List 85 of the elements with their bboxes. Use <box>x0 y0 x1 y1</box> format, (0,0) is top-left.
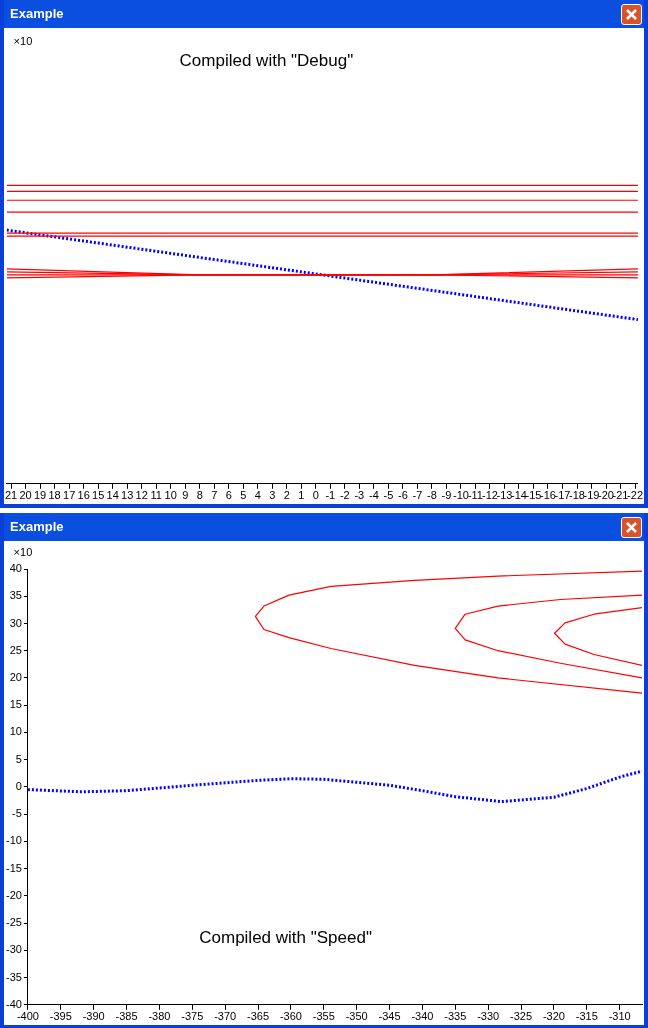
x-tick-label: -370 <box>214 1010 237 1023</box>
x-tick-label: -360 <box>279 1010 302 1023</box>
x-tick-label: 4 <box>254 489 261 502</box>
x-tick-label: -19 <box>583 489 600 502</box>
x-tick-label: -390 <box>82 1010 105 1023</box>
y-tick-label: 30 <box>9 616 22 629</box>
y-tick-label: 10 <box>9 725 22 738</box>
x-tick-label: 5 <box>240 489 247 502</box>
x-tick-label: -340 <box>411 1010 434 1023</box>
x-tick-label: -22 <box>627 489 644 502</box>
x-tick-label: -310 <box>608 1010 631 1023</box>
x-tick-label: -365 <box>247 1010 270 1023</box>
x-tick-label: 12 <box>135 489 148 502</box>
x-tick-label: -335 <box>444 1010 467 1023</box>
text: Compiled with "Debug" <box>179 51 354 71</box>
y-tick-label: -30 <box>5 943 22 956</box>
x-tick-label: 8 <box>196 489 203 502</box>
x-tick-label: -13 <box>496 489 513 502</box>
x-tick-label: -2 <box>339 489 350 502</box>
x-tick-label: 6 <box>225 489 232 502</box>
y-tick-label: -40 <box>5 997 22 1010</box>
x-tick-label: -6 <box>397 489 408 502</box>
x-tick-label: -315 <box>575 1010 598 1023</box>
x-tick-label: -21 <box>612 489 629 502</box>
y-tick-label: 0 <box>15 779 22 792</box>
x-tick-label: 3 <box>269 489 276 502</box>
x-tick-label: -400 <box>16 1010 39 1023</box>
x-tick-label: 2 <box>283 489 290 502</box>
x-tick-label: -17 <box>554 489 571 502</box>
y-tick-label: 5 <box>15 752 22 765</box>
x-tick-label: -375 <box>181 1010 204 1023</box>
y-tick-label: 35 <box>9 589 22 602</box>
x-tick-label: -4 <box>368 489 379 502</box>
annotation: Compiled with "Speed" <box>199 927 372 947</box>
x-tick-label: -395 <box>49 1010 72 1023</box>
x-tick-label: 9 <box>182 489 189 502</box>
x-tick-label: -12 <box>481 489 498 502</box>
x-tick-label: -11 <box>467 489 483 502</box>
x-tick-label: 13 <box>121 489 134 502</box>
x-tick-label: -18 <box>569 489 585 502</box>
x-tick-label: 14 <box>106 489 119 502</box>
y-tick-label: -10 <box>5 834 22 847</box>
y-tick-label: 15 <box>9 698 22 711</box>
x-tick-label: -16 <box>540 489 556 502</box>
x-tick-label: -385 <box>115 1010 138 1023</box>
y-tick-label: 20 <box>9 670 22 683</box>
x-tick-label: 16 <box>77 489 90 502</box>
text: ×10 <box>13 35 33 48</box>
x-tick-label: -380 <box>148 1010 171 1023</box>
x-tick-label: 17 <box>63 489 76 502</box>
x-tick-label: -8 <box>427 489 437 502</box>
x-tick-label: -9 <box>441 489 452 502</box>
x-tick-label: 0 <box>312 489 319 502</box>
chart-title: Example <box>10 6 64 21</box>
x-tick-label: 7 <box>211 489 218 502</box>
x-tick-label: -15 <box>525 489 542 502</box>
x-tick-label: 1 <box>298 489 305 502</box>
x-tick-label: 21 <box>4 489 18 502</box>
x-tick-label: -330 <box>477 1010 500 1023</box>
y-tick-label: 40 <box>9 562 22 575</box>
x-tick-label: -345 <box>378 1010 401 1023</box>
x-tick-label: -320 <box>542 1010 565 1023</box>
chart-title: Example <box>10 519 64 534</box>
y-tick-label: -5 <box>12 807 22 820</box>
x-tick-label: -5 <box>383 489 394 502</box>
x-tick-label: 11 <box>150 489 162 502</box>
x-tick-label: -14 <box>511 489 527 502</box>
x-tick-label: -1 <box>325 489 336 502</box>
y-tick-label: -20 <box>5 888 22 901</box>
x-tick-label: -20 <box>598 489 614 502</box>
y-tick-label: -25 <box>5 916 22 929</box>
x-tick-label: -7 <box>412 489 423 502</box>
x-tick-label: -355 <box>312 1010 335 1023</box>
x-tick-label: 19 <box>33 489 47 502</box>
x-tick-label: -325 <box>510 1010 533 1023</box>
x-tick-label: 15 <box>92 489 105 502</box>
x-tick-label: 10 <box>164 489 177 502</box>
y-tick-label: -35 <box>5 970 22 983</box>
y-tick-label: 25 <box>9 643 22 656</box>
x-tick-label: -350 <box>345 1010 368 1023</box>
x-tick-label: -3 <box>354 489 365 502</box>
y-tick-label: -15 <box>5 861 22 874</box>
text: ×10 <box>13 546 33 559</box>
x-tick-label: -10 <box>452 489 469 502</box>
x-tick-label: 18 <box>48 489 61 502</box>
